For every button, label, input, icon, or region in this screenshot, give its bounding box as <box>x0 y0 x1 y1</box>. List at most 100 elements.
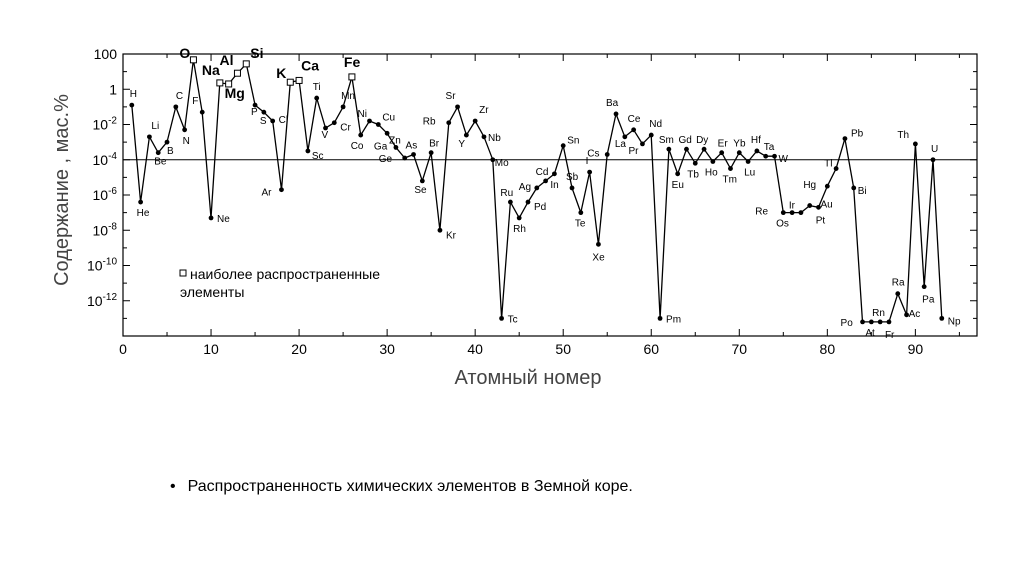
label-Kr: Kr <box>446 230 457 241</box>
label-Al: Al <box>219 52 233 68</box>
data-point-Cu <box>375 122 381 127</box>
label-P: P <box>251 107 258 118</box>
label-Be: Be <box>154 157 167 168</box>
data-point-Sr <box>455 104 460 110</box>
data-point-I <box>587 169 593 175</box>
data-point-Kr <box>437 227 443 233</box>
label-Ni: Ni <box>358 109 367 120</box>
x-axis-ticks: 0 10 20 30 40 50 60 70 80 90 <box>119 54 960 357</box>
data-point-Bi <box>851 185 857 191</box>
label-Po: Po <box>841 318 854 329</box>
label-Rb: Rb <box>423 117 436 128</box>
label-Ag: Ag <box>519 182 531 193</box>
data-point-F <box>199 109 205 115</box>
data-point-Ho <box>710 159 716 164</box>
data-point-Au <box>816 204 821 210</box>
label-Ac: Ac <box>909 309 921 320</box>
label-Sn: Sn <box>567 136 579 147</box>
data-point-Ga <box>393 145 399 150</box>
label-Au: Au <box>821 199 833 210</box>
legend: наиболее распространенные элементы <box>179 266 380 300</box>
data-point-Ba <box>613 111 619 117</box>
label-Br: Br <box>429 139 440 150</box>
label-Pm: Pm <box>666 314 681 325</box>
label-Ga: Ga <box>374 141 388 152</box>
label-Ru: Ru <box>500 188 513 199</box>
label-Th: Th <box>897 130 909 141</box>
label-Ho: Ho <box>705 168 718 179</box>
x-tick-label: 60 <box>643 341 659 357</box>
x-tick-label: 70 <box>731 341 747 357</box>
label-Fr: Fr <box>885 330 895 341</box>
label-Cd: Cd <box>536 167 549 178</box>
label-Ne: Ne <box>217 214 230 225</box>
data-point-Po <box>860 319 865 325</box>
y-tick-label: 10-4 <box>93 151 118 168</box>
data-point-Ge <box>402 155 408 161</box>
label-Li: Li <box>151 121 159 132</box>
label-Cr: Cr <box>340 123 351 134</box>
label-Sc: Sc <box>312 151 324 162</box>
data-point-Ce <box>631 127 637 133</box>
data-point-Yb <box>736 150 742 156</box>
label-Y: Y <box>458 139 465 150</box>
label-Nb: Nb <box>488 133 501 144</box>
data-point-S <box>261 109 267 115</box>
label-Sm: Sm <box>659 135 674 146</box>
data-point-Sn <box>560 143 566 149</box>
element-labels: H He Li BeB C N O F Ne Na Mg Al Si PS Cl Ar K Ca Sc Ti V Cr Mn… <box>130 45 961 341</box>
label-W: W <box>779 154 789 165</box>
label-He: He <box>137 208 150 219</box>
data-point-Ti <box>314 95 320 101</box>
data-point-Pr <box>640 141 645 147</box>
data-point-Er <box>719 150 725 156</box>
data-point-Hf <box>754 148 760 154</box>
label-At: At <box>865 328 875 339</box>
label-Gd: Gd <box>678 135 691 146</box>
data-point-Br <box>428 150 434 156</box>
data-point-Ra <box>895 291 901 297</box>
data-point-Nd <box>648 132 654 138</box>
label-Tl: Tl <box>824 159 832 170</box>
data-point-Xe <box>596 241 601 247</box>
y-tick-label: 10-8 <box>93 221 118 238</box>
data-point-Eu <box>675 171 681 177</box>
data-point-Co <box>358 132 364 138</box>
data-point-Sm <box>666 146 672 152</box>
data-point-Fe <box>348 73 356 81</box>
caption-text: Распространенность химических элементов … <box>187 478 633 495</box>
data-point-Ar <box>279 187 284 193</box>
x-tick-label: 90 <box>908 341 924 357</box>
data-point-Cl <box>270 118 276 124</box>
data-point-Mn <box>340 104 346 110</box>
label-Zn: Zn <box>389 135 401 146</box>
label-Yb: Yb <box>733 139 746 150</box>
data-point-La <box>622 134 628 140</box>
label-Os: Os <box>776 219 789 230</box>
label-Bi: Bi <box>858 186 867 197</box>
data-point-Mo <box>490 157 496 163</box>
data-point-U <box>930 157 936 163</box>
data-point-Ir <box>798 210 804 216</box>
data-point-Pm <box>657 315 663 321</box>
label-Pb: Pb <box>851 129 864 140</box>
label-Cu: Cu <box>382 113 395 124</box>
label-Ti: Ti <box>313 82 321 93</box>
data-point-At <box>868 319 874 325</box>
series-line <box>131 59 943 323</box>
data-point-Pa <box>921 284 927 290</box>
data-point-Tm <box>728 166 733 171</box>
x-tick-label: 40 <box>467 341 483 357</box>
data-point-Lu <box>745 159 751 164</box>
data-point-He <box>138 199 144 205</box>
label-Pa: Pa <box>922 295 935 306</box>
data-point-Cs <box>604 152 610 157</box>
y-tick-label: 10-6 <box>93 186 118 203</box>
label-As: As <box>406 140 418 151</box>
y-axis-label: Содержание , мас.% <box>51 94 73 286</box>
label-Se: Se <box>414 185 427 196</box>
label-Tm: Tm <box>722 175 736 186</box>
data-point-Mg <box>225 80 233 88</box>
data-point-Os <box>789 210 795 216</box>
